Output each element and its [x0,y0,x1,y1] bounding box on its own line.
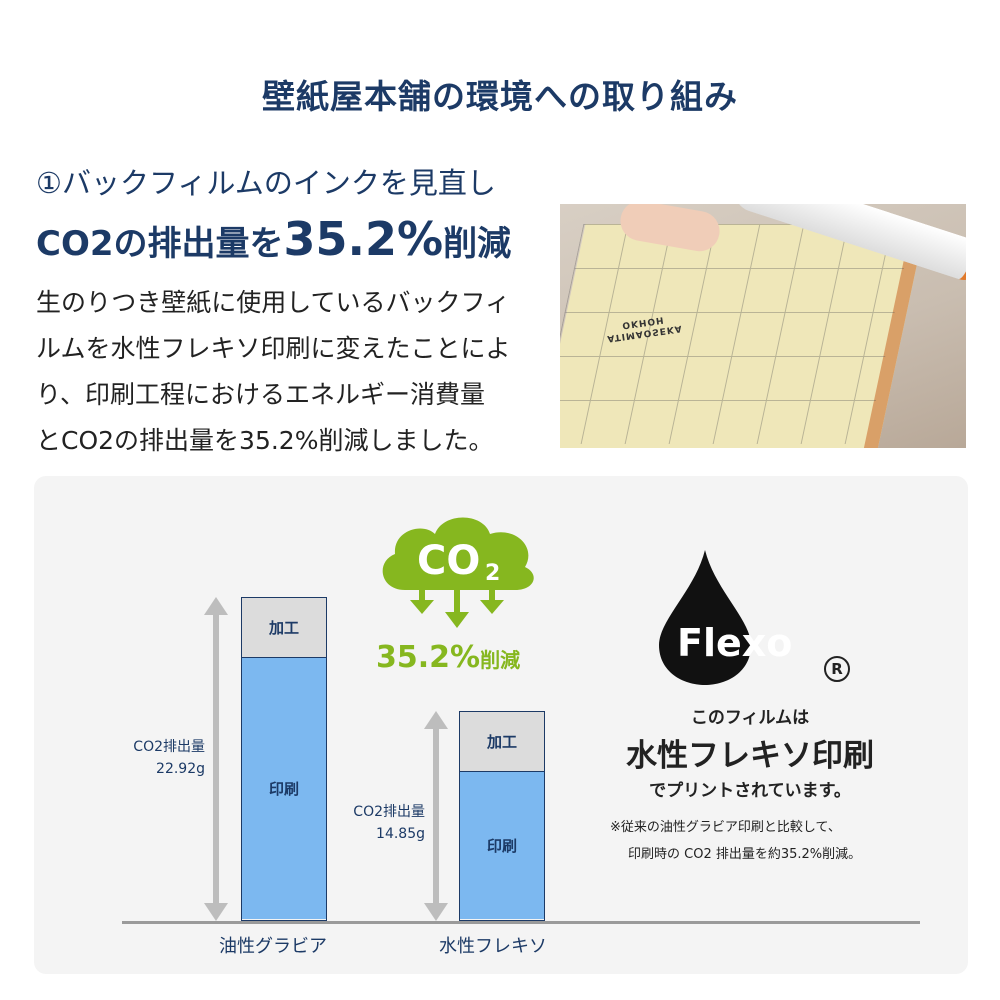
flexo-drop-logo: Flexo [659,550,792,685]
co2-value-line: CO2排出量 [133,739,205,756]
page-title: 壁紙屋本舗の環境への取り組み [262,77,738,116]
chart-baseline [122,921,920,924]
category-label: 水性フレキソ [439,936,547,957]
headline: CO2の排出量を35.2%削減 [36,212,511,266]
bar-segment-processing: 加工 [242,598,326,658]
height-arrow-icon [424,711,448,921]
headline-prefix: CO2の排出量を [36,224,284,264]
body-line: ルムを水性フレキソ印刷に変えたことによ [36,334,511,363]
product-photo: ATIMAOSEKA OKHOH [560,204,966,448]
co2-value-line: CO2排出量 [353,804,425,821]
cloud-subscript: 2 [485,561,500,586]
bar-segment-printing: 印刷 [242,658,326,919]
chart-bar: 加工 印刷 [241,597,327,921]
reduction-value: 35.2% [376,640,481,675]
section-subtitle: ①バックフィルムのインクを見直し [36,166,496,200]
down-arrows-icon [410,588,504,628]
cloud-label: CO [417,538,480,584]
flexo-line1: このフィルムは [690,708,810,728]
flexo-logo-text: Flexo [677,621,792,665]
registered-mark: R [824,656,850,682]
co2-value-line: 14.85g [376,826,425,843]
body-line: とCO2の排出量を35.2%削減しました。 [36,426,494,455]
flexo-line2: 水性フレキソ印刷 [626,738,874,774]
bar-segment-printing: 印刷 [460,772,544,919]
body-text: 生のりつき壁紙に使用しているバックフィ ルムを水性フレキソ印刷に変えたことによ … [36,280,536,464]
category-label: 油性グラビア [219,936,327,957]
co2-value-label: CO2排出量 22.92g [95,736,205,780]
headline-value: 35.2% [283,212,444,266]
reduction-label: 35.2%削減 [376,640,520,675]
co2-value-line: 22.92g [156,761,205,778]
flexo-note2: 印刷時の CO2 排出量を約35.2%削減。 [628,847,862,862]
height-arrow-icon [204,597,228,921]
reduction-suffix: 削減 [480,648,521,672]
body-line: り、印刷工程におけるエネルギー消費量 [36,380,486,409]
co2-cloud-icon: CO 2 [382,517,534,590]
headline-suffix: 削減 [443,224,512,264]
flexo-line3: でプリントされています。 [649,781,851,801]
chart-bar: 加工 印刷 [459,711,545,921]
flexo-note1: ※従来の油性グラビア印刷と比較して、 [610,820,841,835]
body-line: 生のりつき壁紙に使用しているバックフィ [36,288,511,317]
co2-value-label: CO2排出量 14.85g [315,801,425,845]
bar-segment-processing: 加工 [460,712,544,772]
